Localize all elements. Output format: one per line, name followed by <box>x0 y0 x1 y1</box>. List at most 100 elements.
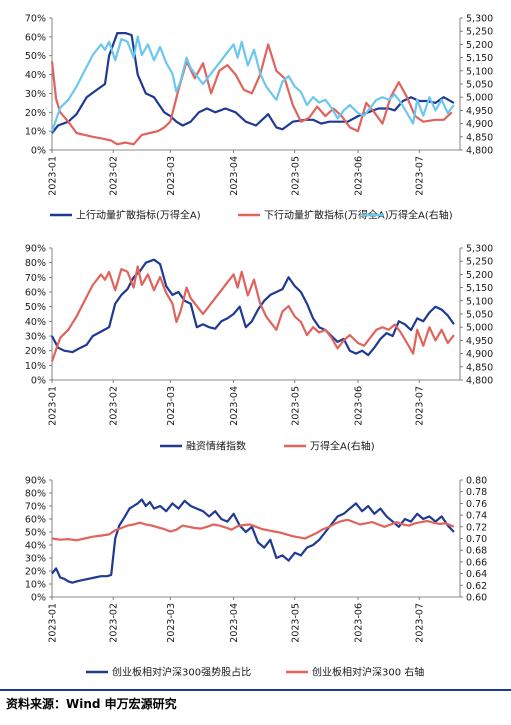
legend-label: 上行动量扩散指标(万得全A) <box>76 209 201 222</box>
legend-label: 创业板相对沪深300 右轴 <box>312 666 424 679</box>
legend-label: 融资情绪指数 <box>186 440 246 453</box>
left-axis-tick-label: 30% <box>25 89 46 100</box>
right-axis-tick-label: 0.70 <box>466 534 487 545</box>
right-axis-tick-label: 4,850 <box>466 132 493 143</box>
right-axis-tick-label: 4,800 <box>466 376 493 387</box>
x-axis-tick-label: 2023-07 <box>415 156 426 196</box>
x-axis-tick-label: 2023-06 <box>354 386 365 426</box>
left-axis-tick-label: 60% <box>25 515 46 526</box>
right-axis-tick-label: 0.80 <box>466 476 487 487</box>
series-line-2 <box>50 265 455 362</box>
right-axis-tick-label: 4,950 <box>466 106 493 117</box>
right-axis-tick-label: 4,900 <box>466 349 493 360</box>
left-axis-tick-label: 60% <box>25 288 46 299</box>
legend-label: 万得全A(右轴) <box>310 440 375 453</box>
x-axis-tick-label: 2023-06 <box>354 156 365 196</box>
source-note: 资料来源：Wind 申万宏源研究 <box>6 697 177 711</box>
left-axis-tick-label: 90% <box>25 476 46 487</box>
source-divider <box>0 689 511 691</box>
left-axis-tick-label: 20% <box>25 346 46 357</box>
right-axis-tick-label: 5,100 <box>466 296 493 307</box>
series-line-3 <box>50 35 455 132</box>
left-axis-tick-label: 20% <box>25 567 46 578</box>
x-axis-tick-label: 2023-07 <box>415 386 426 426</box>
chart-chinext-vs-csi300: 0%10%20%30%40%50%60%70%80%90%0.600.620.6… <box>25 476 487 679</box>
x-axis-tick-label: 2023-02 <box>109 603 120 643</box>
left-axis-tick-label: 40% <box>25 541 46 552</box>
right-axis-tick-label: 5,150 <box>466 53 493 64</box>
x-axis-tick-label: 2023-02 <box>109 156 120 196</box>
right-axis-tick-label: 5,300 <box>466 14 493 25</box>
right-axis-tick-label: 5,200 <box>466 270 493 281</box>
series-line-1 <box>51 258 455 357</box>
left-axis-tick-label: 90% <box>25 244 46 255</box>
series-line-2 <box>50 43 453 146</box>
right-axis-tick-label: 5,050 <box>466 310 493 321</box>
right-axis-tick-label: 0.76 <box>466 499 487 510</box>
left-axis-tick-label: 30% <box>25 332 46 343</box>
x-axis-tick-label: 2023-07 <box>415 603 426 643</box>
left-axis-tick-label: 40% <box>25 317 46 328</box>
left-axis-tick-label: 10% <box>25 580 46 591</box>
x-axis-tick-label: 2023-01 <box>48 386 59 426</box>
left-axis-tick-label: 20% <box>25 108 46 119</box>
left-axis-tick-label: 0% <box>31 376 46 387</box>
right-axis-tick-label: 0.62 <box>466 581 487 592</box>
left-axis-tick-label: 50% <box>25 528 46 539</box>
left-axis-tick-label: 40% <box>25 70 46 81</box>
right-axis-tick-label: 5,200 <box>466 40 493 51</box>
right-axis-tick-label: 5,000 <box>466 93 493 104</box>
right-axis-tick-label: 0.66 <box>466 557 487 568</box>
right-axis-tick-label: 5,300 <box>466 244 493 255</box>
legend-label: 下行动量扩散指标(万得全A) <box>264 209 389 222</box>
right-axis-tick-label: 4,800 <box>466 146 493 157</box>
x-axis-tick-label: 2023-04 <box>229 603 240 643</box>
left-axis-tick-label: 50% <box>25 302 46 313</box>
right-axis-tick-label: 0.60 <box>466 593 487 604</box>
left-axis-tick-label: 70% <box>25 14 46 25</box>
right-axis-tick-label: 5,150 <box>466 283 493 294</box>
x-axis-tick-label: 2023-03 <box>166 603 177 643</box>
series-line-2 <box>51 518 455 542</box>
x-axis-tick-label: 2023-04 <box>229 156 240 196</box>
right-axis-tick-label: 0.74 <box>466 511 487 522</box>
right-axis-tick-label: 5,050 <box>466 80 493 91</box>
left-axis-tick-label: 10% <box>25 127 46 138</box>
right-axis-tick-label: 0.68 <box>466 546 487 557</box>
left-axis-tick-label: 0% <box>31 146 46 157</box>
x-axis-tick-label: 2023-04 <box>229 386 240 426</box>
chart-upside-downside-momentum: 0% 10% 20% 30% 40% 50% 60% 70% 4,800 4,850 4,900 4,… <box>25 14 493 222</box>
x-axis-tick-label: 2023-06 <box>354 603 365 643</box>
chart-margin-sentiment: 0% 10% 20% 30% 40% 50% 60% 70% 80% 90% 4,800 4,850 4… <box>25 244 493 453</box>
legend-label: 万得全A(右轴) <box>388 209 453 222</box>
left-axis-tick-label: 10% <box>25 361 46 372</box>
x-axis-tick-label: 2023-05 <box>290 603 301 643</box>
right-axis-tick-label: 0.64 <box>466 569 487 580</box>
left-axis-tick-label: 50% <box>25 51 46 62</box>
left-axis-tick-label: 70% <box>25 273 46 284</box>
x-axis-tick-label: 2023-01 <box>48 156 59 196</box>
right-axis-tick-label: 4,850 <box>466 362 493 373</box>
x-axis-tick-label: 2023-03 <box>166 386 177 426</box>
right-axis-tick-label: 0.72 <box>466 522 487 533</box>
right-axis-tick-label: 5,250 <box>466 27 493 38</box>
right-axis-tick-label: 4,900 <box>466 119 493 130</box>
left-axis-tick-label: 0% <box>31 593 46 604</box>
left-axis-tick-label: 80% <box>25 489 46 500</box>
left-axis-tick-label: 30% <box>25 554 46 565</box>
left-axis-tick-label: 70% <box>25 502 46 513</box>
legend-label: 创业板相对沪深300强势股占比 <box>112 666 251 679</box>
right-axis-tick-label: 5,100 <box>466 66 493 77</box>
right-axis-tick-label: 5,250 <box>466 257 493 268</box>
x-axis-tick-label: 2023-01 <box>48 603 59 643</box>
series-line-1 <box>51 498 455 584</box>
left-axis-tick-label: 60% <box>25 32 46 43</box>
x-axis-tick-label: 2023-05 <box>290 386 301 426</box>
right-axis-tick-label: 0.78 <box>466 487 487 498</box>
right-axis-tick-label: 5,000 <box>466 323 493 334</box>
x-axis-tick-label: 2023-02 <box>109 386 120 426</box>
x-axis-tick-label: 2023-05 <box>290 156 301 196</box>
left-axis-tick-label: 80% <box>25 258 46 269</box>
right-axis-tick-label: 4,950 <box>466 336 493 347</box>
